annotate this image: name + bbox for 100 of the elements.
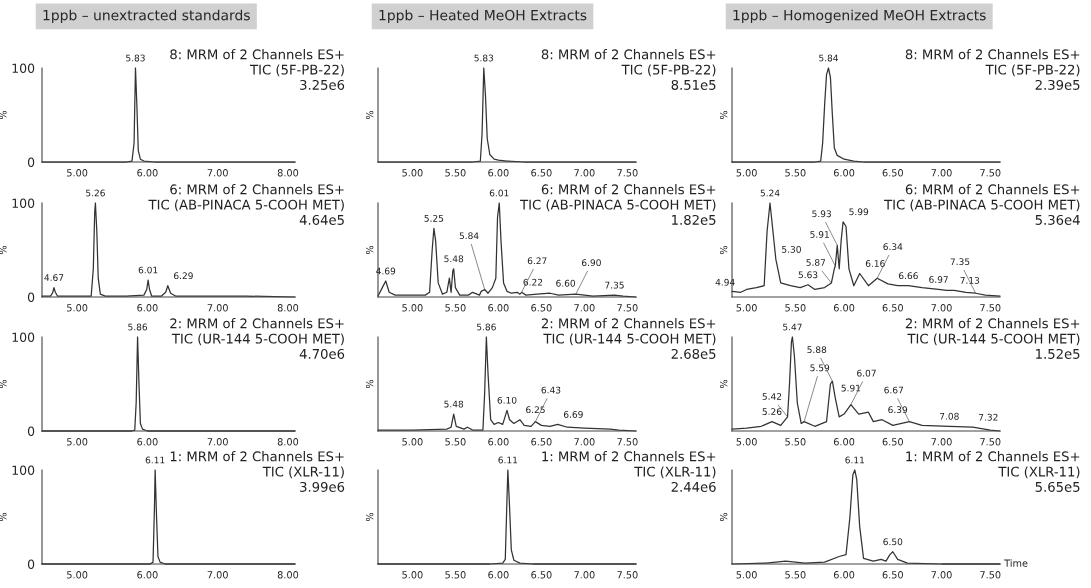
annotation: 6.22 — [523, 278, 543, 286]
annotation: 5.26 — [762, 408, 782, 415]
x-tick-label: 5.00 — [67, 304, 88, 312]
text: 2: MRM of 2 Channels ES+ — [170, 318, 344, 329]
x-tick-label: 6.50 — [882, 571, 903, 579]
annotation: 6.60 — [556, 279, 576, 287]
x-tick-label: 7.50 — [617, 304, 638, 312]
x-tick-label: 5.00 — [736, 169, 757, 177]
annotation: 6.07 — [857, 369, 876, 377]
x-tick-label: 6.00 — [833, 169, 855, 177]
x-tick-label: 6.00 — [488, 169, 509, 177]
annotation: 5.84 — [459, 232, 479, 240]
annotation: 7.35 — [605, 281, 624, 289]
text: 1: MRM of 2 Channels ES+ — [170, 451, 344, 462]
x-tick-label: 5.00 — [67, 438, 88, 446]
x-tick-label: 5.50 — [445, 304, 466, 312]
y-axis-title: % — [365, 245, 374, 255]
x-tick-label: 6.00 — [488, 571, 509, 579]
y-axis-title: % — [0, 110, 7, 120]
annotation: TIC (AB-PINACA 5-COOH MET) — [520, 199, 716, 212]
y-axis-title: % — [719, 110, 728, 120]
text: 8: MRM of 2 Channels ES+ — [541, 49, 716, 60]
annotation: 5.88 — [807, 346, 827, 354]
annotation: TIC (UR-144 5-COOH MET) — [171, 333, 344, 346]
annotation: 5.26 — [86, 189, 105, 197]
annotation: 6.01 — [138, 266, 158, 274]
x-tick-label: 5.50 — [785, 571, 806, 579]
x-tick-label: 6.50 — [531, 438, 552, 446]
annotation: 5.87 — [806, 259, 826, 266]
x-tick-label: 7.00 — [207, 438, 228, 446]
annotation: TIC (5F-PB-22) — [250, 64, 344, 77]
x-tick-label: 8.00 — [277, 304, 299, 312]
annotation: 6.90 — [581, 259, 601, 267]
annotation: 5.83 — [126, 54, 145, 62]
annotation: 6.11 — [845, 456, 865, 464]
y-tick-label: 0 — [27, 559, 35, 569]
chart-title: 1ppb – unextracted standards — [43, 9, 250, 24]
text: 1: MRM of 2 Channels ES+ — [906, 451, 1080, 462]
annotation: 6.67 — [884, 386, 904, 394]
annotation: TIC (XLR-11) — [634, 466, 716, 479]
text: 8: MRM of 2 Channels ES+ — [905, 49, 1080, 60]
y-axis-title: % — [719, 379, 728, 389]
annotation: 5.25 — [424, 214, 444, 222]
text: 6: MRM of 2 Channels ES+ — [541, 184, 716, 195]
annotation: 4.94 — [715, 278, 735, 286]
annotation: 5.47 — [783, 323, 802, 331]
annotation: 5.30 — [782, 245, 801, 253]
annotation: 5.99 — [849, 208, 869, 216]
y-axis-title: % — [365, 512, 374, 522]
x-tick-label: 6.50 — [882, 304, 903, 312]
annotation: TIC (UR-144 5-COOH MET) — [907, 333, 1080, 346]
x-tick-label: 5.00 — [402, 438, 423, 446]
x-tick-label: 7.50 — [980, 438, 1001, 446]
x-tick-label: 5.50 — [445, 169, 466, 177]
text: 2.39e5 — [1035, 79, 1080, 90]
annotation: 5.63 — [798, 271, 818, 279]
y-axis-title: % — [0, 512, 7, 522]
x-tick-label: 5.50 — [445, 438, 466, 446]
x-tick-label: 5.00 — [67, 571, 88, 579]
annotation: 5.59 — [810, 364, 830, 372]
annotation: 5.91 — [841, 384, 861, 392]
annotation: 6.11 — [498, 456, 518, 464]
annotation: 6.01 — [489, 189, 509, 197]
x-tick-label: 5.50 — [445, 571, 466, 579]
annotation: TIC (AB-PINACA 5-COOH MET) — [884, 199, 1080, 212]
x-tick-label: 6.00 — [833, 438, 855, 446]
annotation: 7.35 — [950, 258, 970, 266]
annotation: 5.83 — [474, 54, 494, 62]
x-tick-label: 6.50 — [531, 169, 552, 177]
x-tick-label: 5.00 — [736, 304, 757, 312]
annotation: 5.86 — [128, 323, 148, 331]
annotation: 6.27 — [527, 257, 547, 265]
text: 5.65e5 — [1035, 481, 1080, 492]
x-tick-label: 6.00 — [833, 304, 855, 312]
x-tick-label: 6.50 — [531, 571, 552, 579]
y-tick-label: 100 — [12, 465, 35, 475]
x-tick-label: 5.00 — [402, 304, 423, 312]
x-tick-label: 7.00 — [574, 571, 595, 579]
text: 2: MRM of 2 Channels ES+ — [541, 318, 716, 329]
annotation: 7.13 — [960, 276, 980, 284]
y-tick-label: 0 — [27, 292, 35, 302]
x-tick-label: 6.50 — [531, 304, 552, 312]
text: 2: MRM of 2 Channels ES+ — [905, 318, 1080, 329]
x-tick-label: 7.00 — [931, 304, 952, 312]
x-tick-label: 7.00 — [574, 438, 595, 446]
annotation: 5.24 — [760, 189, 780, 197]
text: 1: MRM of 2 Channels ES+ — [542, 451, 716, 462]
x-tick-label: 5.00 — [402, 571, 423, 579]
annotation: 6.69 — [563, 410, 583, 418]
text: 8: MRM of 2 Channels ES+ — [170, 49, 344, 60]
annotation: 6.10 — [497, 396, 517, 404]
annotation: 5.48 — [444, 400, 464, 408]
x-tick-label: 6.00 — [137, 304, 158, 312]
annotation: 5.42 — [762, 393, 782, 400]
x-tick-label: 7.00 — [207, 169, 228, 177]
annotation: TIC (UR-144 5-COOH MET) — [543, 333, 716, 346]
x-tick-label: 6.50 — [882, 169, 903, 177]
x-tick-label: 7.00 — [207, 304, 228, 312]
x-tick-label: 7.00 — [574, 169, 595, 177]
text: 5.36e4 — [1035, 214, 1080, 225]
